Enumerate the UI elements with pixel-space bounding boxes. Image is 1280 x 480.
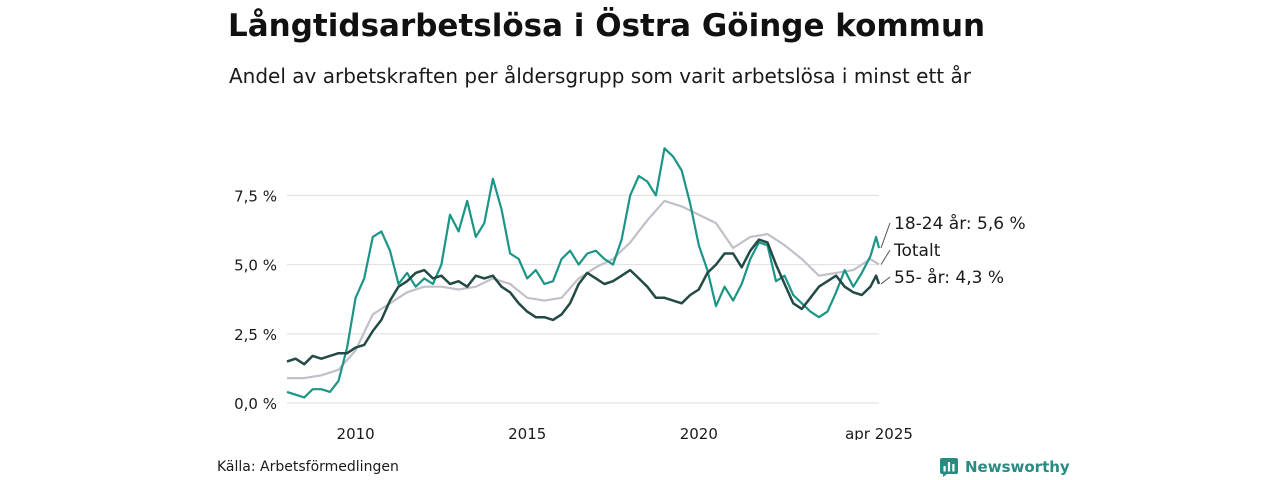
newsworthy-logo-icon bbox=[940, 458, 958, 477]
x-axis-ticks: 2010 2015 2020 apr 2025 bbox=[337, 425, 913, 440]
chart-title: Långtidsarbetslösa i Östra Göinge kommun bbox=[228, 8, 986, 44]
x-tick-label: 2010 bbox=[337, 425, 375, 440]
end-labels: 18-24 år: 5,6 % Totalt 55- år: 4,3 % bbox=[880, 213, 1026, 288]
y-tick-label: 0,0 % bbox=[234, 395, 277, 413]
series-line-senior bbox=[286, 238, 881, 366]
line-chart: 0,0 % 2,5 % 5,0 % 7,5 % 2010 2015 2020 apr 202… bbox=[234, 147, 1026, 440]
source-note: Källa: Arbetsförmedlingen bbox=[217, 459, 399, 475]
x-tick-label: apr 2025 bbox=[845, 425, 913, 440]
x-tick-label: 2020 bbox=[680, 425, 718, 440]
series-lines bbox=[286, 147, 881, 399]
series-end-label-senior: 55- år: 4,3 % bbox=[894, 267, 1004, 288]
y-tick-label: 5,0 % bbox=[234, 257, 277, 275]
series-end-label-total: Totalt bbox=[893, 241, 941, 261]
x-tick-label: 2015 bbox=[508, 425, 546, 440]
brand-name: Newsworthy bbox=[965, 458, 1070, 476]
series-line-youth bbox=[286, 147, 881, 399]
series-end-label-youth: 18-24 år: 5,6 % bbox=[894, 213, 1026, 234]
chart-subtitle: Andel av arbetskraften per åldersgrupp s… bbox=[229, 64, 971, 88]
y-tick-label: 2,5 % bbox=[234, 326, 277, 344]
gridlines bbox=[287, 194, 879, 404]
brand-logo: Newsworthy bbox=[939, 456, 1070, 478]
label-leader bbox=[880, 249, 891, 265]
label-leader bbox=[880, 276, 891, 285]
y-axis-ticks: 0,0 % 2,5 % 5,0 % 7,5 % bbox=[234, 187, 277, 413]
y-tick-label: 7,5 % bbox=[234, 187, 277, 205]
label-leader bbox=[880, 222, 891, 249]
